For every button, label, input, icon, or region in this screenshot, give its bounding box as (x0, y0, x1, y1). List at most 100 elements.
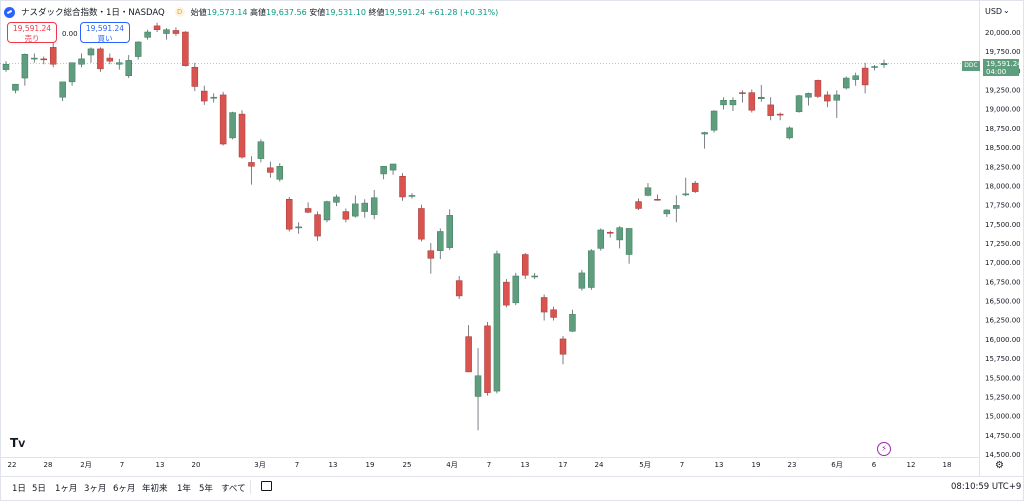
delayed-badge[interactable]: D (174, 7, 185, 17)
time-tick-label: 13 (521, 461, 530, 469)
time-tick-label: 20 (192, 461, 201, 469)
range-1d[interactable]: 1日 (12, 484, 26, 494)
candle-body (776, 113, 784, 116)
range-5y[interactable]: 5年 (199, 484, 213, 494)
candle-body (795, 95, 803, 113)
clock[interactable]: 08:10:59 UTC+9 (951, 482, 1022, 492)
candle-body (295, 226, 302, 229)
range-1y[interactable]: 1年 (177, 484, 191, 494)
time-tick-label: 7 (120, 461, 124, 469)
price-tick-label: 18,750.00 (985, 125, 1021, 133)
candle-body (588, 250, 595, 288)
range-1m[interactable]: 1ヶ月 (55, 484, 78, 494)
price-chart[interactable]: 20,000.0019,750.0019,500.0019,250.0019,0… (0, 0, 1024, 477)
candle-body (531, 275, 538, 278)
sell-button[interactable]: 19,591.24 売り (7, 22, 57, 43)
candle-body (673, 205, 680, 209)
candle-body (78, 58, 85, 65)
toolbar-divider (250, 480, 251, 494)
candle-body (616, 227, 623, 241)
price-tick-label: 19,750.00 (985, 48, 1021, 56)
lightning-icon[interactable]: ⚡ (877, 442, 891, 456)
candle-body (474, 375, 482, 397)
candle-body (182, 31, 189, 67)
candle-body (748, 92, 756, 111)
calendar-icon[interactable] (261, 481, 272, 491)
price-tick-label: 17,250.00 (985, 240, 1021, 248)
candle-body (59, 81, 66, 98)
buy-button[interactable]: 19,591.24 買い (80, 22, 130, 43)
high-label: 高値 (250, 7, 266, 17)
candle-body (871, 66, 878, 68)
candle-body (701, 132, 708, 135)
price-tick-label: 17,000.00 (985, 259, 1021, 267)
candle-body (219, 94, 227, 145)
candle-body (767, 104, 774, 116)
candle-body (861, 67, 869, 86)
candle-body (68, 62, 76, 83)
time-tick-label: 6 (872, 461, 877, 469)
candle-body (418, 208, 425, 240)
candle-body (503, 281, 510, 306)
candle-body (880, 63, 888, 66)
symbol-title[interactable]: ナスダック総合指数・1日・NASDAQ (21, 8, 165, 18)
range-all[interactable]: すべて (221, 484, 246, 494)
change-value: +61.28 (+0.31%) (427, 7, 499, 17)
bottom-toolbar (0, 476, 1024, 501)
candle-body (97, 48, 104, 70)
high-value: 19,637.56 (266, 7, 307, 17)
time-tick-label: 13 (329, 461, 338, 469)
price-tick-label: 16,750.00 (985, 278, 1021, 286)
candle-body (465, 336, 472, 373)
candle-body (380, 166, 387, 175)
candle-body (408, 195, 416, 197)
candle-body (389, 163, 397, 171)
candle-body (144, 31, 151, 38)
time-tick-label: 13 (156, 461, 165, 469)
candle-body (201, 90, 208, 102)
candle-body (12, 83, 19, 91)
candle-body (720, 100, 727, 106)
range-5d[interactable]: 5日 (32, 484, 46, 494)
candle-body (304, 208, 312, 213)
time-tick-label: 13 (715, 461, 724, 469)
candle-body (484, 325, 491, 393)
price-tick-label: 17,500.00 (985, 221, 1021, 229)
range-3m[interactable]: 3ヶ月 (84, 484, 107, 494)
candle-body (493, 253, 501, 392)
candle-body (521, 254, 529, 276)
range-6m[interactable]: 6ヶ月 (113, 484, 136, 494)
spread-value: 0.00 (62, 30, 78, 38)
low-value: 19,531.10 (325, 7, 366, 17)
candle-body (40, 58, 48, 61)
candle-body (682, 193, 689, 196)
candle-body (229, 112, 236, 139)
last-price-tag: 19,591.24 04:00 (983, 59, 1022, 76)
time-tick-label: 19 (366, 461, 375, 469)
candle-body (370, 197, 378, 215)
time-tick-label: 5月 (639, 461, 650, 469)
candle-body (116, 62, 123, 65)
candle-body (644, 187, 652, 196)
tradingview-logo-icon[interactable]: TV (10, 436, 26, 450)
price-axis-divider (979, 0, 980, 477)
price-tick-label: 14,500.00 (985, 451, 1021, 459)
range-ytd[interactable]: 年初来 (142, 484, 168, 494)
candle-body (842, 77, 850, 89)
candle-body (31, 57, 38, 60)
chevron-down-icon[interactable]: ⌄ (1003, 6, 1010, 15)
symbol-icon[interactable] (4, 6, 15, 18)
candle-body (314, 214, 321, 237)
candle-body (446, 215, 453, 248)
settings-icon[interactable]: ⚙ (995, 460, 1004, 471)
candle-body (597, 229, 605, 249)
currency-selector[interactable]: USD (985, 7, 1003, 16)
candle-body (824, 94, 831, 102)
time-tick-label: 12 (907, 461, 916, 469)
candle-body (559, 338, 567, 355)
candle-body (134, 41, 142, 57)
ddc-tag: DDC (962, 61, 980, 71)
candle-body (625, 228, 633, 255)
candle-body (163, 29, 170, 34)
candle-body (267, 167, 274, 173)
